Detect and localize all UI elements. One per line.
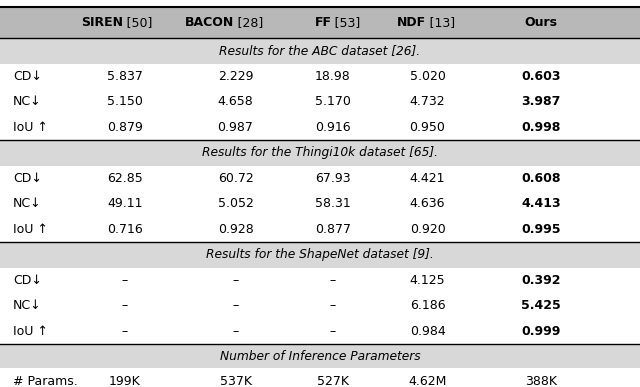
Text: –: –	[232, 274, 239, 287]
Text: Ours: Ours	[524, 16, 557, 29]
Text: CD↓: CD↓	[13, 172, 42, 185]
Text: 0.608: 0.608	[521, 172, 561, 185]
Text: 67.93: 67.93	[315, 172, 351, 185]
Text: IoU ↑: IoU ↑	[13, 223, 47, 236]
Bar	[0, 293, 640, 319]
Text: NC↓: NC↓	[13, 197, 42, 211]
Text: –: –	[330, 325, 336, 338]
Text: 0.603: 0.603	[521, 70, 561, 83]
Text: 537K: 537K	[220, 375, 252, 387]
Text: 4.421: 4.421	[410, 172, 445, 185]
Text: Results for the Thingi10k dataset [65].: Results for the Thingi10k dataset [65].	[202, 146, 438, 159]
Text: 5.052: 5.052	[218, 197, 253, 211]
Text: 4.413: 4.413	[521, 197, 561, 211]
Text: [50]: [50]	[124, 16, 152, 29]
Text: 0.877: 0.877	[315, 223, 351, 236]
Bar	[0, 64, 640, 89]
Text: 4.125: 4.125	[410, 274, 445, 287]
Text: FF: FF	[314, 16, 332, 29]
Text: 0.998: 0.998	[521, 121, 561, 134]
Text: 0.916: 0.916	[315, 121, 351, 134]
Text: 0.995: 0.995	[521, 223, 561, 236]
Text: Results for the ABC dataset [26].: Results for the ABC dataset [26].	[220, 45, 420, 58]
Text: 5.020: 5.020	[410, 70, 445, 83]
Text: [28]: [28]	[235, 16, 263, 29]
Text: –: –	[122, 300, 128, 312]
Text: 3.987: 3.987	[521, 96, 561, 108]
Text: 4.636: 4.636	[410, 197, 445, 211]
Text: SIREN: SIREN	[81, 16, 124, 29]
Text: Number of Inference Parameters: Number of Inference Parameters	[220, 350, 420, 363]
Bar	[0, 89, 640, 115]
Text: [13]: [13]	[427, 16, 455, 29]
Text: –: –	[122, 325, 128, 338]
Text: IoU ↑: IoU ↑	[13, 121, 47, 134]
Text: # Params.: # Params.	[13, 375, 77, 387]
Text: [53]: [53]	[332, 16, 360, 29]
Text: NC↓: NC↓	[13, 96, 42, 108]
Text: –: –	[330, 300, 336, 312]
Text: 60.72: 60.72	[218, 172, 253, 185]
Text: NDF: NDF	[397, 16, 426, 29]
Text: 388K: 388K	[525, 375, 557, 387]
Bar	[0, 344, 640, 368]
Bar	[0, 319, 640, 344]
Bar	[0, 268, 640, 293]
Text: 5.170: 5.170	[315, 96, 351, 108]
Text: 5.425: 5.425	[521, 300, 561, 312]
Bar	[0, 115, 640, 140]
Text: 5.837: 5.837	[107, 70, 143, 83]
Bar	[0, 140, 640, 166]
Bar	[0, 368, 640, 387]
Text: Results for the ShapeNet dataset [9].: Results for the ShapeNet dataset [9].	[206, 248, 434, 261]
Text: 58.31: 58.31	[315, 197, 351, 211]
Bar	[0, 166, 640, 191]
Text: 0.987: 0.987	[218, 121, 253, 134]
Text: –: –	[330, 274, 336, 287]
Bar	[0, 217, 640, 242]
Text: –: –	[122, 274, 128, 287]
Text: 4.658: 4.658	[218, 96, 253, 108]
Text: IoU ↑: IoU ↑	[13, 325, 47, 338]
Bar	[0, 38, 640, 64]
Text: 527K: 527K	[317, 375, 349, 387]
Bar	[0, 7, 640, 38]
Text: CD↓: CD↓	[13, 70, 42, 83]
Text: NC↓: NC↓	[13, 300, 42, 312]
Text: 0.392: 0.392	[521, 274, 561, 287]
Text: 49.11: 49.11	[107, 197, 143, 211]
Text: 18.98: 18.98	[315, 70, 351, 83]
Text: 0.928: 0.928	[218, 223, 253, 236]
Text: 5.150: 5.150	[107, 96, 143, 108]
Text: 0.879: 0.879	[107, 121, 143, 134]
Text: 0.920: 0.920	[410, 223, 445, 236]
Text: 0.716: 0.716	[107, 223, 143, 236]
Bar	[0, 191, 640, 217]
Text: 0.999: 0.999	[521, 325, 561, 338]
Text: BACON: BACON	[185, 16, 234, 29]
Text: –: –	[232, 325, 239, 338]
Text: 62.85: 62.85	[107, 172, 143, 185]
Text: CD↓: CD↓	[13, 274, 42, 287]
Text: 2.229: 2.229	[218, 70, 253, 83]
Text: 4.62M: 4.62M	[408, 375, 447, 387]
Text: 199K: 199K	[109, 375, 141, 387]
Text: 4.732: 4.732	[410, 96, 445, 108]
Text: 0.950: 0.950	[410, 121, 445, 134]
Text: 0.984: 0.984	[410, 325, 445, 338]
Bar	[0, 242, 640, 268]
Text: 6.186: 6.186	[410, 300, 445, 312]
Text: –: –	[232, 300, 239, 312]
